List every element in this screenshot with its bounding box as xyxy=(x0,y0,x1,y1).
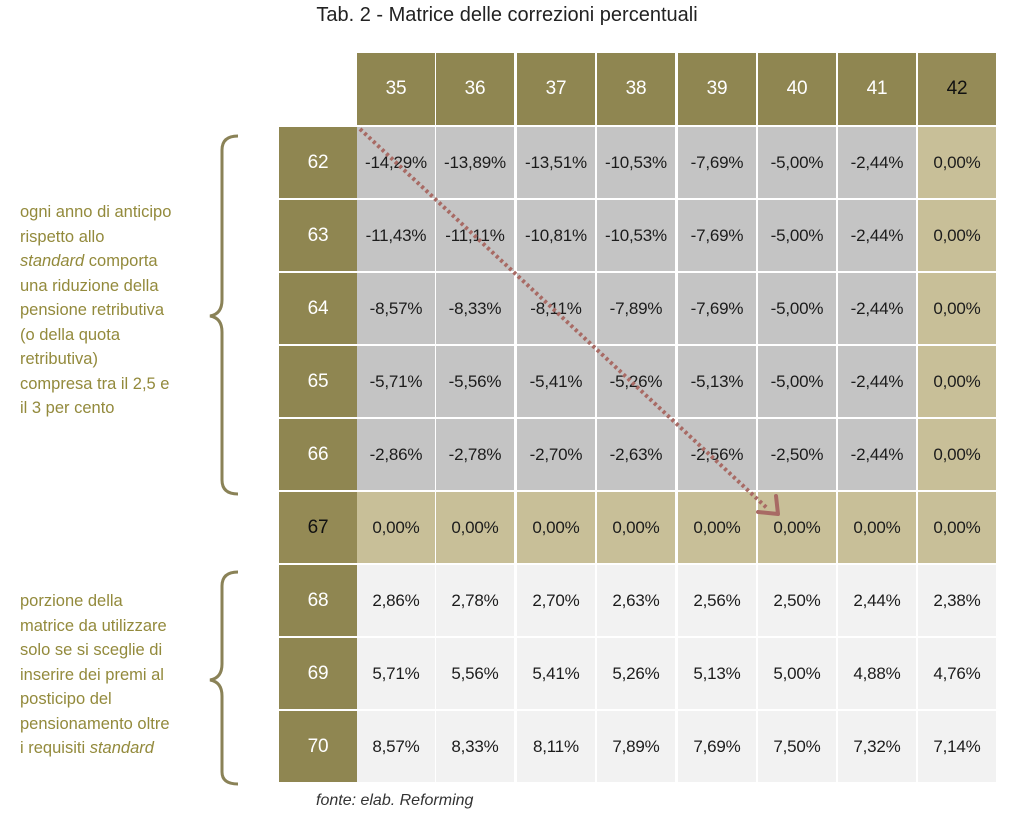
matrix-cell: -13,89% xyxy=(436,127,514,198)
matrix-cell: -7,69% xyxy=(678,200,756,271)
row-header: 62 xyxy=(279,127,357,198)
matrix-cell: 0,00% xyxy=(918,346,996,417)
matrix-cell: 4,88% xyxy=(838,638,916,709)
matrix-cell: 0,00% xyxy=(517,492,595,563)
matrix-cell: 7,69% xyxy=(678,711,756,782)
matrix-cell: 4,76% xyxy=(918,638,996,709)
matrix-cell: -5,00% xyxy=(758,200,836,271)
matrix-cell: -5,71% xyxy=(357,346,435,417)
matrix-cell: 8,11% xyxy=(517,711,595,782)
matrix-cell: 0,00% xyxy=(918,273,996,344)
arrow-head-icon xyxy=(756,494,780,516)
matrix-cell: 5,00% xyxy=(758,638,836,709)
diagonal-arrow-line xyxy=(358,127,770,511)
matrix-cell: 5,13% xyxy=(678,638,756,709)
column-header: 42 xyxy=(918,53,996,125)
matrix-cell: 8,57% xyxy=(357,711,435,782)
source-note: fonte: elab. Reforming xyxy=(316,792,474,809)
matrix-cell: 0,00% xyxy=(678,492,756,563)
matrix-cell: 2,44% xyxy=(838,565,916,636)
matrix-cell: -2,70% xyxy=(517,419,595,490)
matrix-cell: 7,89% xyxy=(597,711,675,782)
note-anticipation: ogni anno di anticipo rispetto allo stan… xyxy=(20,203,172,417)
matrix-cell: -2,63% xyxy=(597,419,675,490)
matrix-cell: -2,44% xyxy=(838,346,916,417)
matrix-cell: 2,86% xyxy=(357,565,435,636)
row-header: 67 xyxy=(279,492,357,563)
matrix-cell: 2,56% xyxy=(678,565,756,636)
matrix-cell: -2,44% xyxy=(838,127,916,198)
matrix-cell: -2,44% xyxy=(838,273,916,344)
row-header: 64 xyxy=(279,273,357,344)
matrix-cell: -2,44% xyxy=(838,200,916,271)
bottom-brace-icon xyxy=(209,570,239,786)
matrix-cell: 5,71% xyxy=(357,638,435,709)
matrix-cell: 5,26% xyxy=(597,638,675,709)
matrix-cell: 7,14% xyxy=(918,711,996,782)
row-header: 66 xyxy=(279,419,357,490)
matrix-cell: 5,41% xyxy=(517,638,595,709)
matrix-cell: 7,32% xyxy=(838,711,916,782)
row-header: 65 xyxy=(279,346,357,417)
matrix-cell: 0,00% xyxy=(918,419,996,490)
matrix-cell: 2,70% xyxy=(517,565,595,636)
top-brace-icon xyxy=(209,134,239,496)
correction-matrix: 353637383940414262-14,29%-13,89%-13,51%-… xyxy=(279,53,998,788)
matrix-cell: -2,78% xyxy=(436,419,514,490)
matrix-cell: 0,00% xyxy=(597,492,675,563)
column-header: 36 xyxy=(436,53,514,125)
note-postponement: porzione della matrice da utilizzare sol… xyxy=(20,592,170,757)
matrix-cell: -10,53% xyxy=(597,127,675,198)
matrix-cell: -2,86% xyxy=(357,419,435,490)
matrix-cell: -2,44% xyxy=(838,419,916,490)
matrix-cell: -5,00% xyxy=(758,346,836,417)
matrix-cell: -10,53% xyxy=(597,200,675,271)
matrix-cell: -8,57% xyxy=(357,273,435,344)
matrix-cell: -8,33% xyxy=(436,273,514,344)
matrix-cell: -7,69% xyxy=(678,127,756,198)
matrix-cell: -5,26% xyxy=(597,346,675,417)
row-header: 63 xyxy=(279,200,357,271)
matrix-cell: -5,00% xyxy=(758,127,836,198)
matrix-cell: 0,00% xyxy=(838,492,916,563)
matrix-cell: 2,63% xyxy=(597,565,675,636)
matrix-cell: -5,13% xyxy=(678,346,756,417)
row-header: 68 xyxy=(279,565,357,636)
matrix-cell: 8,33% xyxy=(436,711,514,782)
matrix-cell: -7,69% xyxy=(678,273,756,344)
matrix-cell: 2,78% xyxy=(436,565,514,636)
row-header: 69 xyxy=(279,638,357,709)
matrix-cell: 0,00% xyxy=(758,492,836,563)
matrix-cell: -7,89% xyxy=(597,273,675,344)
matrix-cell: 0,00% xyxy=(436,492,514,563)
matrix-cell: 5,56% xyxy=(436,638,514,709)
matrix-cell: -5,00% xyxy=(758,273,836,344)
matrix-cell: -2,56% xyxy=(678,419,756,490)
column-header: 38 xyxy=(597,53,675,125)
matrix-cell: 7,50% xyxy=(758,711,836,782)
column-header: 35 xyxy=(357,53,435,125)
matrix-cell: -5,56% xyxy=(436,346,514,417)
matrix-cell: 2,38% xyxy=(918,565,996,636)
matrix-cell: -10,81% xyxy=(517,200,595,271)
matrix-cell: 0,00% xyxy=(918,127,996,198)
row-header: 70 xyxy=(279,711,357,782)
matrix-cell: 2,50% xyxy=(758,565,836,636)
column-header: 40 xyxy=(758,53,836,125)
matrix-cell: 0,00% xyxy=(918,200,996,271)
column-header: 39 xyxy=(678,53,756,125)
matrix-cell: -2,50% xyxy=(758,419,836,490)
table-title: Tab. 2 - Matrice delle correzioni percen… xyxy=(316,4,698,26)
matrix-cell: 0,00% xyxy=(357,492,435,563)
matrix-cell: 0,00% xyxy=(918,492,996,563)
matrix-cell: -5,41% xyxy=(517,346,595,417)
column-header: 37 xyxy=(517,53,595,125)
column-header: 41 xyxy=(838,53,916,125)
matrix-cell: -11,43% xyxy=(357,200,435,271)
matrix-cell: -13,51% xyxy=(517,127,595,198)
